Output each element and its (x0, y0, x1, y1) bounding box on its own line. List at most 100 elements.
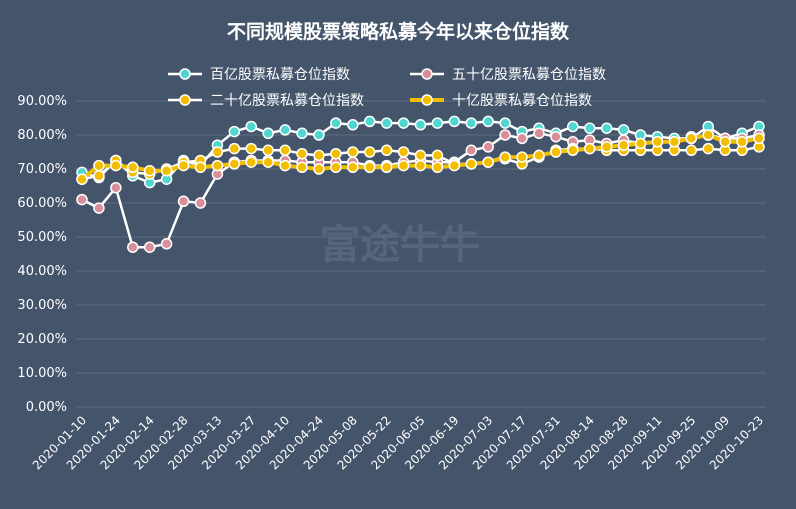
data-point (431, 117, 444, 129)
data-point (719, 136, 731, 148)
data-point (363, 146, 376, 158)
data-point (127, 161, 139, 174)
data-point (228, 125, 241, 138)
data-point (110, 159, 122, 172)
data-point (668, 136, 681, 148)
data-point (617, 124, 630, 136)
data-point (262, 127, 274, 140)
data-point (160, 238, 173, 250)
data-point (397, 159, 410, 172)
data-point (617, 139, 630, 151)
legend-marker (179, 94, 191, 106)
data-point (93, 202, 105, 214)
data-point (110, 181, 122, 194)
y-tick-label: 0.00% (26, 400, 67, 415)
data-point (584, 142, 596, 155)
data-point (194, 197, 207, 209)
data-point (127, 241, 139, 253)
data-point (380, 161, 393, 174)
data-point (296, 147, 308, 160)
data-point (482, 141, 494, 153)
data-point (600, 122, 613, 134)
data-point (347, 161, 359, 174)
data-point (313, 149, 325, 162)
data-point (143, 164, 156, 177)
data-point (431, 149, 444, 162)
data-point (160, 164, 173, 177)
series-layer (76, 115, 765, 253)
data-point (550, 130, 562, 143)
y-tick-label: 60.00% (17, 196, 67, 211)
legend-item: 五十亿股票私募仓位指数 (410, 67, 606, 83)
data-point (431, 161, 444, 174)
data-point (482, 115, 494, 128)
data-point (499, 117, 511, 129)
data-point (634, 137, 647, 150)
legend-label: 百亿股票私募仓位指数 (210, 67, 350, 83)
data-point (93, 159, 105, 172)
data-point (228, 142, 241, 155)
data-point (414, 119, 427, 131)
data-point (414, 149, 427, 162)
y-tick-label: 10.00% (17, 366, 67, 381)
data-point (651, 136, 664, 148)
data-point (567, 120, 579, 133)
legend-item: 百亿股票私募仓位指数 (168, 67, 350, 83)
data-point (380, 117, 393, 129)
y-tick-label: 90.00% (17, 94, 67, 109)
data-point (296, 127, 308, 140)
chart-title: 不同规模股票策略私募今年以来仓位指数 (227, 20, 570, 43)
legend-label: 五十亿股票私募仓位指数 (452, 67, 606, 83)
data-point (262, 156, 274, 168)
data-point (685, 132, 698, 145)
data-point (533, 127, 545, 140)
y-tick-label: 30.00% (17, 298, 67, 313)
data-point (177, 159, 190, 172)
data-point (550, 146, 562, 158)
data-point (465, 117, 478, 129)
series-4 (76, 129, 765, 185)
data-point (465, 144, 478, 157)
legend-label: 二十亿股票私募仓位指数 (210, 93, 364, 109)
data-point (330, 117, 342, 129)
data-point (313, 163, 325, 175)
data-point (347, 119, 359, 131)
data-point (448, 159, 461, 172)
data-point (465, 158, 478, 170)
data-point (245, 120, 257, 133)
data-point (347, 146, 359, 158)
data-point (736, 136, 748, 148)
data-point (533, 149, 545, 162)
data-point (262, 144, 274, 157)
data-point (177, 195, 190, 208)
y-tick-label: 40.00% (17, 264, 67, 279)
data-point (600, 141, 613, 153)
y-tick-label: 80.00% (17, 128, 67, 143)
data-point (753, 132, 765, 145)
data-point (363, 161, 376, 174)
watermark-text: 富途牛牛 (320, 222, 480, 268)
data-point (516, 132, 528, 145)
legend-label: 十亿股票私募仓位指数 (452, 93, 592, 109)
data-point (194, 161, 207, 174)
data-point (279, 159, 291, 172)
data-point (584, 122, 596, 134)
data-point (211, 146, 224, 158)
data-point (279, 144, 291, 157)
data-point (702, 142, 714, 155)
data-point (363, 115, 376, 128)
data-point (685, 144, 698, 157)
data-point (296, 161, 308, 174)
data-point (245, 142, 257, 155)
data-point (516, 151, 528, 163)
data-point (76, 173, 88, 185)
data-point (499, 129, 511, 141)
data-point (93, 170, 105, 182)
data-point (380, 144, 393, 157)
data-point (211, 159, 224, 172)
data-point (143, 241, 156, 253)
